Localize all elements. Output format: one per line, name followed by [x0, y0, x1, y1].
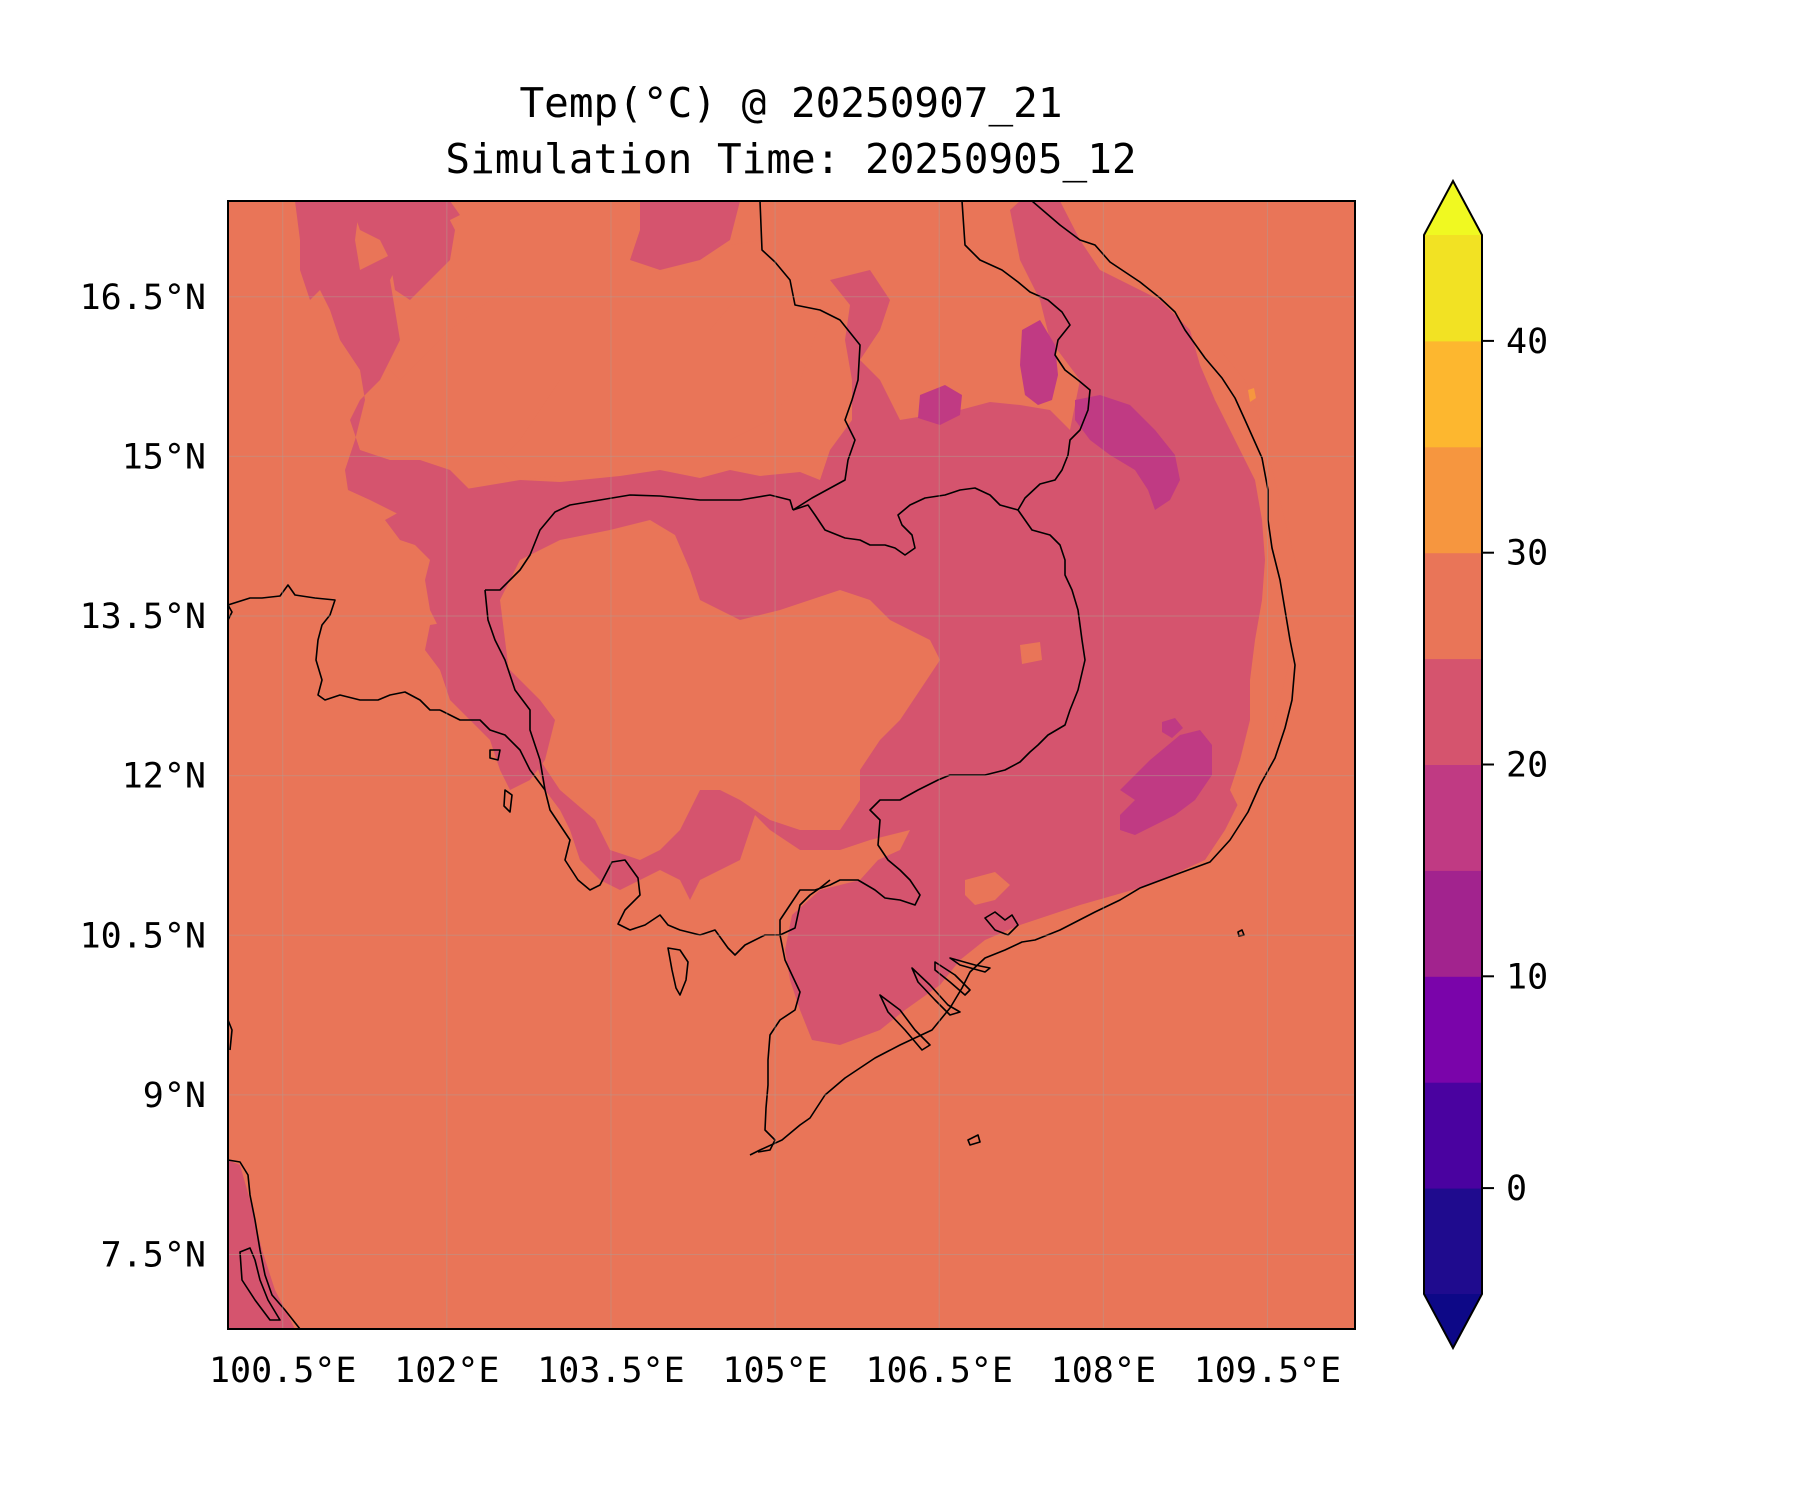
colorbar-tick-label: 0: [1506, 1169, 1527, 1209]
coastline-gulf-of-thailand: [228, 604, 233, 621]
x-tick-label: 100.5°E: [209, 1351, 357, 1391]
colorbar-segment: [1424, 235, 1482, 342]
gridlines: [228, 201, 1355, 1329]
map-frame: [227, 200, 1356, 1330]
coastline-southwest-island: [239, 1247, 281, 1321]
contour-band-15-20-central-highlands-a: [1075, 395, 1180, 510]
y-tick-label: 7.5°N: [101, 1236, 206, 1276]
saigon-estuary: [984, 911, 1019, 936]
contour-band-30-35-spot: [1248, 388, 1256, 402]
colorbar-segment: [1424, 552, 1482, 660]
coastline-southwest-peninsula: [228, 1159, 301, 1329]
island-small-a: [503, 789, 513, 813]
border-laos-vietnam: [961, 201, 1091, 511]
colorbar-segment: [1424, 870, 1482, 977]
y-tick-label: 15°N: [122, 437, 206, 477]
x-tick-label: 108°E: [1051, 1351, 1156, 1391]
x-tick-label: 102°E: [394, 1351, 499, 1391]
mekong-mouth-b: [911, 967, 961, 1016]
contour-band-25-30-spot-b: [965, 872, 1010, 905]
mekong-mouth-c: [934, 961, 971, 996]
y-tick-label: 10.5°N: [80, 916, 206, 956]
map-title-line2: Simulation Time: 20250905_12: [445, 135, 1136, 183]
colorbar: 0 10 20 30 40: [1423, 178, 1548, 1351]
x-tick-label: 106.5°E: [865, 1351, 1013, 1391]
coastlines: [228, 201, 1296, 1329]
map-panel: [228, 201, 1355, 1329]
coastline-east-vietnam: [749, 201, 1296, 1156]
y-tick-label: 12°N: [122, 757, 206, 797]
contour-band-15-20-north-vietnam: [1020, 320, 1058, 405]
colorbar-segment: [1424, 340, 1482, 448]
colorbar-tick-label: 40: [1506, 322, 1548, 362]
contour-band-20-25-north-center: [630, 201, 740, 270]
contour-band-25-30-laos-plateau: [500, 270, 820, 480]
colorbar-over-extension: [1424, 181, 1482, 235]
border-laos-thailand: [759, 201, 861, 511]
mekong-mouth-a: [879, 994, 931, 1051]
border-thailand-myanmar-west: [228, 584, 440, 711]
colorbar-segment: [1424, 976, 1482, 1083]
contour-band-25-30-cambodia-plain: [500, 520, 940, 860]
temperature-contours: [228, 201, 1300, 1329]
x-axis-tick-labels: 100.5°E 102°E 103.5°E 105°E 106.5°E 108°E 109.…: [209, 1351, 1341, 1391]
island-phu-quoc: [667, 947, 689, 996]
coastline-mekong-delta: [757, 934, 801, 1153]
colorbar-segment: [1424, 1082, 1482, 1189]
colorbar-tick-label: 20: [1506, 746, 1548, 786]
contour-band-20-25-northwest: [295, 201, 480, 520]
contour-band-20-25-southwest-coast: [228, 1160, 295, 1329]
mekong-mouth-d: [949, 957, 991, 973]
y-tick-label: 16.5°N: [80, 278, 206, 318]
contour-band-20-25-thai-west: [425, 620, 555, 790]
island-small-b: [489, 749, 501, 761]
border-cambodia-vietnam: [779, 509, 1086, 935]
x-tick-label: 105°E: [722, 1351, 827, 1391]
colorbar-tick-label: 10: [1506, 957, 1548, 997]
contour-band-15-20-laos: [918, 385, 962, 425]
contour-band-15-20-central-highlands-b: [1120, 730, 1212, 835]
colorbar-tick-label: 30: [1506, 534, 1548, 574]
island-con-dao: [967, 1134, 981, 1146]
x-tick-label: 109.5°E: [1194, 1351, 1342, 1391]
contour-band-15-20-central-highlands-c: [1162, 718, 1183, 738]
colorbar-segment: [1424, 764, 1482, 871]
contour-band-20-25-northwest-2: [350, 201, 455, 300]
colorbar-under-extension: [1424, 1294, 1482, 1348]
contour-band-25-30-spot-a: [1020, 642, 1042, 664]
x-tick-label: 103.5°E: [537, 1351, 685, 1391]
border-thailand-cambodia-west: [484, 589, 546, 791]
colorbar-segment: [1424, 658, 1482, 765]
colorbar-outline: [1423, 178, 1483, 1351]
y-axis-tick-labels: 16.5°N 15°N 13.5°N 12°N 10.5°N 9°N 7.5°N: [80, 278, 206, 1276]
coastline-west-strip: [228, 1019, 233, 1051]
border-thailand-cambodia: [485, 494, 794, 591]
contour-band-25-30-east-coast: [1190, 330, 1300, 810]
border-laos-cambodia: [792, 487, 1019, 556]
y-tick-label: 9°N: [143, 1076, 206, 1116]
colorbar-segment: [1424, 446, 1482, 554]
colorbar-segment: [1424, 1188, 1482, 1295]
map-title-line1: Temp(°C) @ 20250907_21: [519, 79, 1062, 127]
country-borders: [228, 201, 1091, 935]
y-tick-label: 13.5°N: [80, 597, 206, 637]
